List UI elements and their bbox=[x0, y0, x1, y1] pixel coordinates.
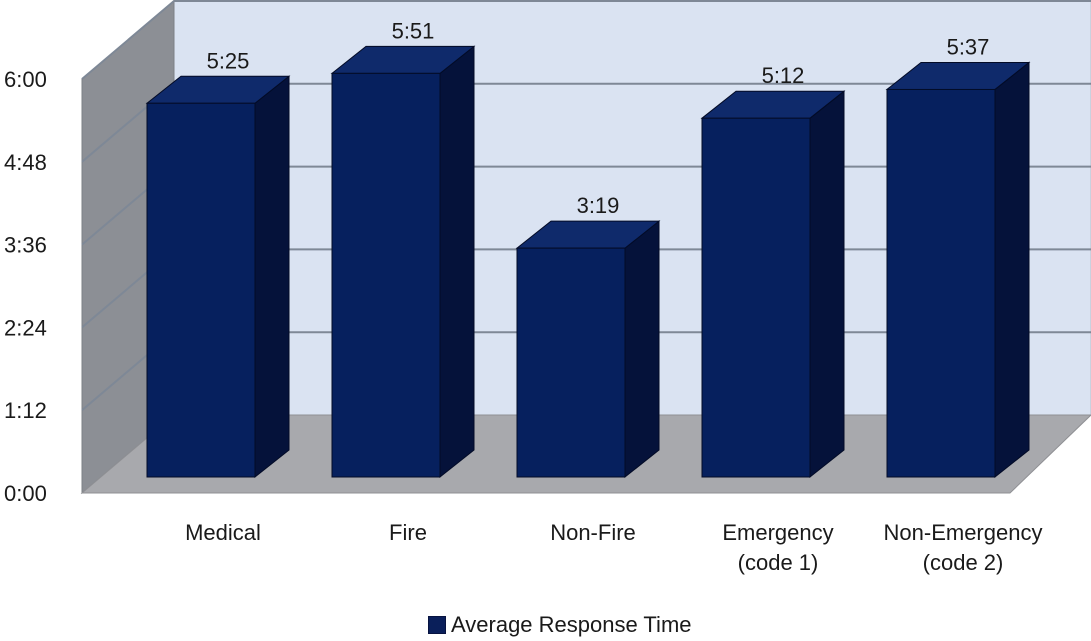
category-label: Fire bbox=[389, 520, 427, 545]
y-tick-label: 0:00 bbox=[4, 481, 47, 506]
data-labels: 5:25 5:51 3:19 5:12 5:37 bbox=[207, 18, 990, 218]
category-label-line: Medical bbox=[185, 520, 261, 545]
y-tick-label: 6:00 bbox=[4, 67, 47, 92]
category-label-line: (code 1) bbox=[738, 550, 819, 575]
gridline bbox=[81, 0, 1091, 80]
category-label-line: Emergency bbox=[722, 520, 833, 545]
x-axis-category-labels: Medical Fire Non-Fire Emergency (code 1) Non-… bbox=[185, 520, 1042, 575]
data-label: 3:19 bbox=[577, 193, 620, 218]
category-label-line: Non-Fire bbox=[550, 520, 636, 545]
legend: Average Response Time bbox=[428, 612, 692, 638]
bar bbox=[516, 247, 626, 478]
data-label: 5:25 bbox=[207, 48, 250, 73]
category-label-line: (code 2) bbox=[923, 550, 1004, 575]
category-label: Non-Emergency (code 2) bbox=[884, 520, 1043, 575]
category-label: Emergency (code 1) bbox=[722, 520, 833, 575]
y-tick-label: 2:24 bbox=[4, 315, 47, 340]
data-label: 5:37 bbox=[947, 34, 990, 59]
bar-side bbox=[809, 90, 845, 479]
bar bbox=[701, 117, 811, 478]
bar-side bbox=[439, 45, 475, 479]
y-tick-label: 3:36 bbox=[4, 233, 47, 258]
category-label: Medical bbox=[185, 520, 261, 545]
data-label: 5:51 bbox=[392, 18, 435, 43]
bars bbox=[145, 45, 1031, 479]
bar-side bbox=[994, 61, 1030, 479]
data-label: 5:12 bbox=[762, 63, 805, 88]
bar bbox=[886, 88, 996, 478]
bar bbox=[146, 102, 256, 478]
y-tick-label: 4:48 bbox=[4, 150, 47, 175]
bar bbox=[331, 72, 441, 478]
y-axis-tick-labels: 0:00 1:12 2:24 3:36 4:48 6:00 bbox=[4, 67, 47, 506]
legend-swatch bbox=[428, 616, 446, 634]
category-label-line: Non-Emergency bbox=[884, 520, 1043, 545]
y-tick-label: 1:12 bbox=[4, 398, 47, 423]
bar-side bbox=[254, 75, 290, 479]
legend-label: Average Response Time bbox=[451, 612, 692, 637]
bar-side bbox=[624, 220, 660, 479]
category-label-line: Fire bbox=[389, 520, 427, 545]
category-label: Non-Fire bbox=[550, 520, 636, 545]
